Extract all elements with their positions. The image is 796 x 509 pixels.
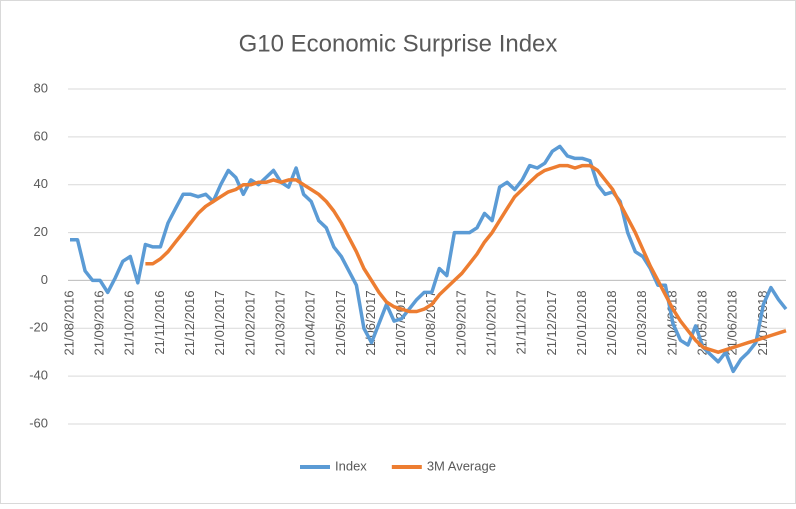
x-tick-label: 21/03/2017 — [272, 290, 287, 355]
y-tick-label: 80 — [34, 80, 48, 95]
x-tick-label: 21/12/2016 — [182, 290, 197, 355]
x-tick-label: 21/07/2017 — [393, 290, 408, 355]
x-tick-label: 21/06/2017 — [363, 290, 378, 355]
x-tick-label: 21/02/2018 — [604, 290, 619, 355]
y-tick-label: 20 — [34, 224, 48, 239]
y-tick-label: -20 — [29, 320, 48, 335]
y-tick-label: 60 — [34, 128, 48, 143]
series-line — [145, 163, 787, 354]
x-tick-label: 21/09/2016 — [92, 290, 107, 355]
x-tick-label: 21/09/2017 — [453, 290, 468, 355]
x-tick-label: 21/05/2018 — [695, 290, 710, 355]
x-tick-label: 21/08/2016 — [61, 290, 76, 355]
x-tick-label: 21/04/2017 — [303, 290, 318, 355]
legend-label: 3M Average — [427, 458, 496, 473]
x-tick-label: 21/11/2017 — [514, 290, 529, 354]
x-tick-label: 21/10/2017 — [484, 290, 499, 355]
y-tick-label: 0 — [41, 272, 48, 287]
x-tick-label: 21/06/2018 — [725, 290, 740, 355]
x-tick-label: 21/02/2017 — [242, 290, 257, 355]
y-tick-label: -40 — [29, 368, 48, 383]
chart-title: G10 Economic Surprise Index — [239, 30, 558, 57]
x-tick-label: 21/01/2017 — [212, 290, 227, 355]
series-line — [70, 144, 788, 374]
x-tick-label: 21/03/2018 — [634, 290, 649, 355]
y-tick-label: -60 — [29, 415, 48, 430]
x-tick-label: 21/07/2018 — [755, 290, 770, 355]
legend-label: Index — [335, 458, 367, 473]
x-tick-label: 21/05/2017 — [333, 290, 348, 355]
x-tick-label: 21/10/2016 — [122, 290, 137, 355]
x-tick-label: 21/12/2017 — [544, 290, 559, 355]
y-tick-label: 40 — [34, 176, 48, 191]
x-tick-label: 21/01/2018 — [574, 290, 589, 355]
x-tick-label: 21/11/2016 — [152, 290, 167, 354]
